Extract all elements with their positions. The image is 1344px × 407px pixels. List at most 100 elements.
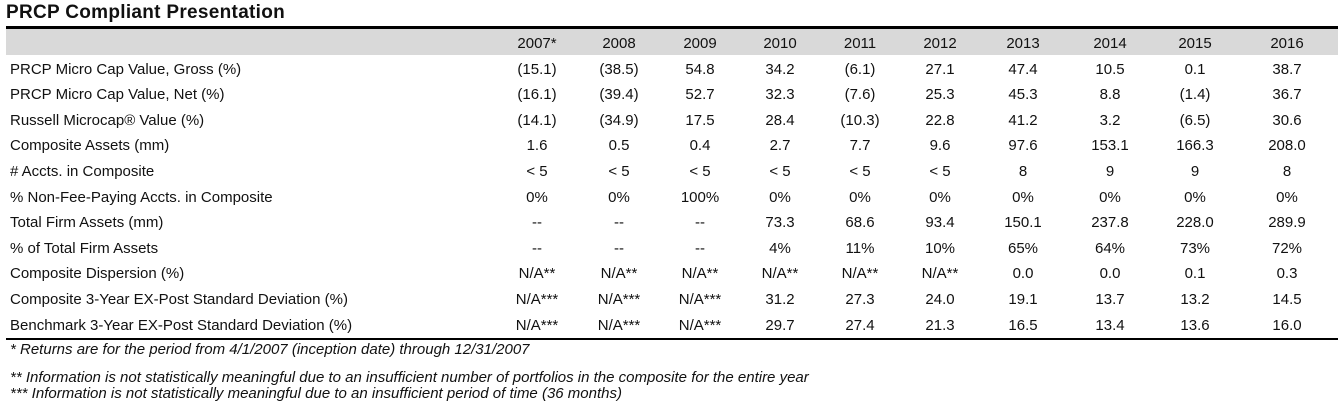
header-corner [6,31,496,57]
table-cell: 10.5 [1095,60,1125,78]
table-cell: N/A** [921,265,959,283]
table-cell: 0% [1099,188,1121,206]
table-cell: 29.7 [765,316,795,334]
table-cell: 0.1 [1184,60,1206,78]
table-cell: 14.5 [1272,290,1302,308]
table-cell: 0.0 [1099,265,1121,283]
table-cell: 28.4 [765,111,795,129]
table-cell: 13.6 [1180,316,1210,334]
table-cell: 52.7 [685,86,715,104]
column-header: 2011 [843,35,877,52]
bottom-rule [6,338,1338,340]
table-cell: 10% [924,239,956,257]
table-cell: 0% [1184,188,1206,206]
table-cell: 25.3 [925,86,955,104]
table-cell: N/A** [841,265,879,283]
table-cell: 38.7 [1272,60,1302,78]
table-cell: -- [614,214,624,232]
table-cell: 8 [1018,162,1028,180]
table-cell: 27.3 [845,290,875,308]
row-label: PRCP Micro Cap Value, Net (%) [10,86,225,104]
table-body: PRCP Micro Cap Value, Gross (%) (15.1) (38… [6,57,1338,339]
table-cell: 150.1 [1004,214,1042,232]
column-header: 2015 [1178,35,1212,52]
table-cell: 11% [845,239,875,257]
table-cell: 41.2 [1008,111,1038,129]
column-header: 2016 [1270,35,1304,52]
row-label: % of Total Firm Assets [10,239,159,257]
table-cell: < 5 [526,162,548,180]
table-cell: 0.3 [1276,265,1298,283]
table-cell: 289.9 [1268,214,1306,232]
table-cell: N/A*** [515,316,559,334]
table-cell: 0% [849,188,871,206]
table-cell: 1.6 [526,137,548,155]
table-row: PRCP Micro Cap Value, Net (%) (16.1) (39.4… [6,82,1338,108]
table-cell: 0.0 [1012,265,1034,283]
table-cell: (6.5) [1179,111,1211,129]
table-cell: 24.0 [925,290,955,308]
table-cell: 47.4 [1008,60,1038,78]
table-cell: 27.4 [845,316,875,334]
table-cell: (15.1) [517,60,557,78]
footnote-std-dev: *** Information is not statistically mea… [10,385,622,402]
table-cell: 13.4 [1095,316,1125,334]
table-cell: 9.6 [929,137,951,155]
table-cell: 22.8 [925,111,955,129]
table-cell: 17.5 [685,111,715,129]
table-cell: 8.8 [1099,86,1121,104]
table-row: Composite Dispersion (%) N/A** N/A** N/A** N… [6,261,1338,287]
table-cell: 228.0 [1176,214,1214,232]
table-cell: (16.1) [517,86,557,104]
table-cell: N/A** [600,265,638,283]
table-cell: < 5 [929,162,951,180]
table-cell: (1.4) [1179,86,1211,104]
column-header: 2012 [923,35,957,52]
table-cell: 0% [1012,188,1034,206]
table-cell: 72% [1271,239,1303,257]
row-label: Russell Microcap® Value (%) [10,111,205,129]
row-label: Benchmark 3-Year EX-Post Standard Deviat… [10,316,353,334]
column-header: 2007* [517,35,557,52]
table-cell: 0% [769,188,791,206]
table-cell: 21.3 [925,316,955,334]
table-cell: 54.8 [685,60,715,78]
table-cell: 36.7 [1272,86,1302,104]
table-cell: 34.2 [765,60,795,78]
table-row: Russell Microcap® Value (%) (14.1) (34.9) 1… [6,108,1338,134]
table-cell: N/A*** [515,290,559,308]
table-cell: 32.3 [765,86,795,104]
table-cell: 30.6 [1272,111,1302,129]
table-row: Total Firm Assets (mm) -- -- -- 73.3 68.6 93.4… [6,210,1338,236]
table-cell: -- [695,239,705,257]
table-cell: 31.2 [765,290,795,308]
footnote-inception: * Returns are for the period from 4/1/20… [10,341,530,358]
table-cell: 13.7 [1095,290,1125,308]
table-cell: (39.4) [599,86,639,104]
table-cell: 16.5 [1008,316,1038,334]
table-cell: -- [532,239,542,257]
table-cell: < 5 [769,162,791,180]
column-header: 2013 [1006,35,1040,52]
table-cell: 153.1 [1091,137,1129,155]
table-cell: 27.1 [925,60,955,78]
table-cell: N/A*** [678,290,722,308]
table-cell: 208.0 [1268,137,1306,155]
table-cell: N/A*** [597,316,641,334]
table-cell: < 5 [689,162,711,180]
column-header: 2008 [602,35,636,52]
header-row: 2007* 2008 2009 2010 2011 2012 2013 2014… [6,31,1338,57]
table-cell: 9 [1190,162,1200,180]
row-label: Composite Dispersion (%) [10,265,185,283]
column-header: 2009 [683,35,717,52]
table-cell: 0% [526,188,548,206]
table-cell: 237.8 [1091,214,1129,232]
table-cell: (6.1) [844,60,876,78]
row-label: Composite 3-Year EX-Post Standard Deviat… [10,290,348,308]
header-band [6,29,1338,55]
table-cell: 0% [1276,188,1298,206]
column-header: 2010 [763,35,797,52]
table-cell: < 5 [849,162,871,180]
table-cell: 100% [680,188,720,206]
table-cell: 0.5 [608,137,630,155]
